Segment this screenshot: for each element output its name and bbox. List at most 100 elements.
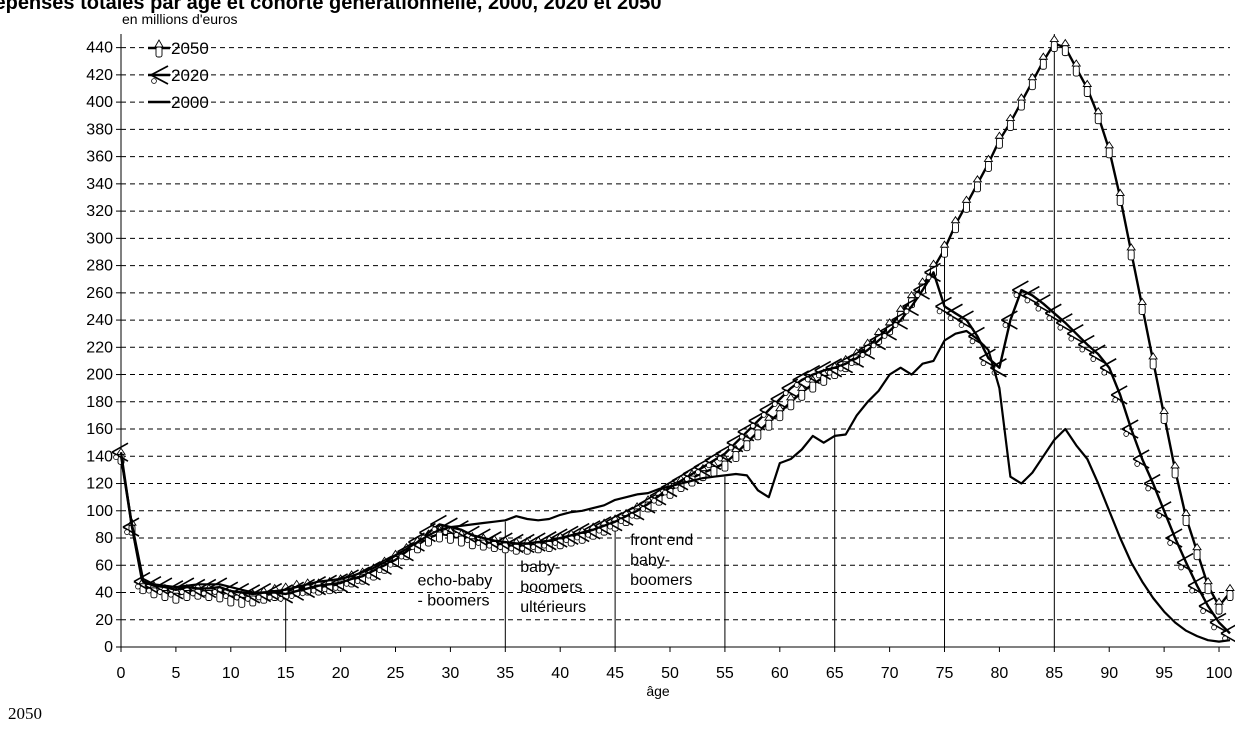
point-marker xyxy=(974,181,981,193)
legend-marker-top xyxy=(154,39,164,48)
y-tick-label: 80 xyxy=(95,530,113,547)
data-point-2020 xyxy=(902,296,919,317)
data-point-2020 xyxy=(1088,344,1106,364)
point-marker-ring xyxy=(508,545,515,552)
point-marker-ring xyxy=(255,594,262,601)
legend-entry-2020: 2020 xyxy=(148,65,209,85)
point-marker xyxy=(1187,576,1205,596)
point-marker xyxy=(776,410,784,422)
point-marker xyxy=(941,246,948,258)
data-point-2050 xyxy=(763,413,774,431)
point-marker-top xyxy=(1027,72,1038,81)
point-marker-ring xyxy=(1101,369,1108,376)
point-marker xyxy=(732,451,740,463)
point-marker xyxy=(446,532,454,544)
point-marker-ring xyxy=(1156,512,1162,519)
legend-entry-2000: 2000 xyxy=(148,93,209,112)
point-marker-ring xyxy=(277,596,284,602)
x-tick-label: 95 xyxy=(1155,665,1173,682)
data-point-2050 xyxy=(972,175,983,193)
annotation-line: baby- xyxy=(630,552,670,569)
data-point-2020 xyxy=(539,531,557,551)
data-point-2050 xyxy=(1225,583,1235,601)
point-marker-ring xyxy=(761,412,767,418)
series-lines xyxy=(111,34,1235,643)
point-marker-top xyxy=(884,318,895,326)
data-point-2050 xyxy=(1159,406,1169,424)
point-marker-ring xyxy=(288,593,295,599)
point-marker xyxy=(539,531,557,551)
point-marker xyxy=(1193,549,1201,561)
point-marker-top xyxy=(1060,38,1071,47)
point-marker-top xyxy=(895,304,906,312)
point-marker xyxy=(1132,449,1150,469)
point-marker-ring xyxy=(354,578,361,584)
point-marker-top xyxy=(1203,576,1213,585)
point-marker-ring xyxy=(1013,292,1020,298)
chart-legend: 2050 2020 2000 xyxy=(148,39,209,112)
point-marker-top xyxy=(1071,59,1082,67)
point-marker-ring xyxy=(596,527,602,534)
data-point-2020 xyxy=(528,532,546,552)
point-marker xyxy=(254,582,272,603)
point-marker-ring xyxy=(1002,322,1009,328)
data-point-2020 xyxy=(1055,313,1073,333)
point-marker-ring xyxy=(179,589,185,595)
point-marker-ring xyxy=(464,537,471,544)
x-tick-label: 45 xyxy=(606,665,624,682)
point-marker xyxy=(435,531,443,543)
series-line-2000 xyxy=(119,329,1231,643)
y-tick-label: 60 xyxy=(95,557,113,574)
y-tick-label: 160 xyxy=(86,421,113,438)
point-marker-ring xyxy=(212,589,218,595)
point-marker xyxy=(1001,310,1018,330)
point-marker-ring xyxy=(365,572,372,579)
point-marker-ring xyxy=(244,596,251,602)
point-marker xyxy=(957,310,974,330)
point-marker xyxy=(1215,603,1223,615)
point-marker xyxy=(952,222,959,234)
point-marker-ring xyxy=(1035,305,1042,312)
point-marker xyxy=(1171,467,1179,479)
point-marker-ring xyxy=(848,360,855,367)
data-point-2020 xyxy=(451,520,469,540)
point-marker-top xyxy=(1137,297,1148,305)
point-marker xyxy=(995,137,1003,149)
data-point-2020 xyxy=(1022,285,1040,306)
point-marker xyxy=(1050,41,1058,52)
data-point-2020 xyxy=(462,525,480,545)
point-marker-top xyxy=(1115,188,1126,196)
point-marker xyxy=(1017,99,1025,111)
point-marker-ring xyxy=(914,292,921,298)
x-tick-label: 25 xyxy=(387,665,405,682)
data-point-2020 xyxy=(957,310,974,330)
point-marker xyxy=(913,280,930,300)
y-tick-label: 180 xyxy=(86,394,113,411)
point-marker-top xyxy=(774,403,785,412)
point-marker xyxy=(1116,195,1124,206)
point-marker-ring xyxy=(398,553,405,560)
point-marker xyxy=(1204,583,1212,595)
point-marker xyxy=(1105,147,1113,159)
data-point-2050 xyxy=(796,383,807,401)
point-marker xyxy=(825,358,843,378)
x-tick-label: 0 xyxy=(117,665,126,682)
point-marker xyxy=(1226,590,1234,601)
point-marker-ring xyxy=(574,534,580,541)
x-tick-label: 75 xyxy=(936,665,954,682)
point-marker-ring xyxy=(1057,324,1064,331)
point-marker xyxy=(1055,313,1073,333)
data-point-2050 xyxy=(1192,542,1202,561)
data-point-2020 xyxy=(583,520,601,540)
point-marker xyxy=(743,440,751,452)
cohort-annotation: baby-boomers ultérieurs xyxy=(520,559,586,616)
point-marker xyxy=(1138,303,1146,315)
point-marker xyxy=(809,381,817,393)
data-point-2050 xyxy=(1148,352,1158,370)
y-tick-label: 240 xyxy=(86,312,113,329)
point-marker-ring xyxy=(815,372,822,379)
point-marker-ring xyxy=(1123,431,1129,437)
data-point-2020 xyxy=(188,578,206,599)
data-point-2050 xyxy=(1181,508,1191,527)
y-tick-label: 0 xyxy=(104,639,113,656)
